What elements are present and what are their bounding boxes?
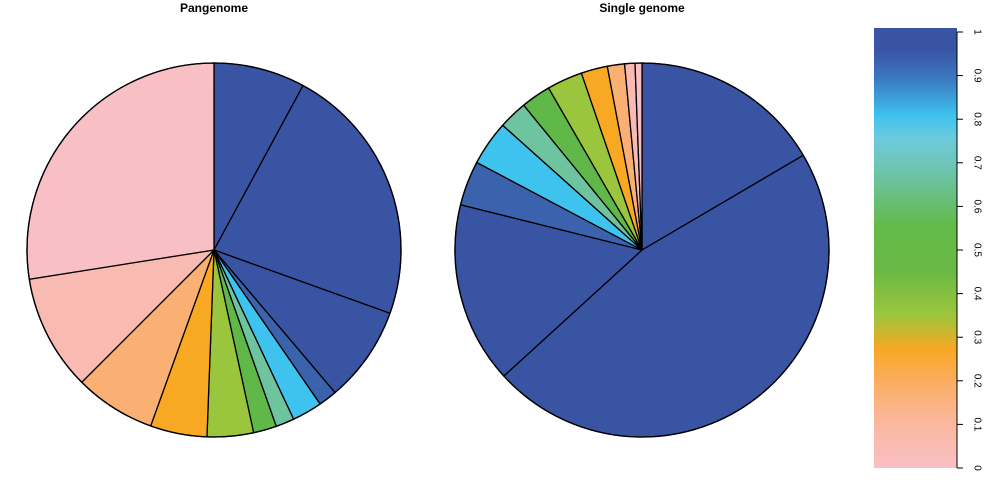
pie-slices-single-genome xyxy=(454,62,830,438)
colorbar-tick-label: 0.4 xyxy=(972,287,983,301)
colorbar: 0 0.1 0.2 0.3 0.4 0.5 0.6 0.7 0.8 0.9 1 xyxy=(874,28,983,471)
colorbar-tick-label: 0.8 xyxy=(972,112,983,126)
colorbar-tick-label: 0.1 xyxy=(972,417,983,431)
colorbar-tick-label: 0.2 xyxy=(972,374,983,388)
pie-title-pangenome: Pangenome xyxy=(180,1,248,15)
colorbar-tick-label: 0.5 xyxy=(972,243,983,257)
pie-slices-pangenome xyxy=(26,62,402,438)
pie-outline-single-genome xyxy=(454,62,830,438)
pie-chart-single-genome: Single genome xyxy=(454,1,830,438)
colorbar-tick-label: 0 xyxy=(972,465,983,471)
colorbar-fill xyxy=(874,28,957,468)
colorbar-ticks: 0 0.1 0.2 0.3 0.4 0.5 0.6 0.7 0.8 0.9 1 xyxy=(957,29,983,471)
colorbar-tick-label: 0.7 xyxy=(972,156,983,170)
colorbar-tick-label: 0.9 xyxy=(972,69,983,83)
pie-outline-pangenome xyxy=(26,62,402,438)
colorbar-tick-label: 0.6 xyxy=(972,199,983,213)
colorbar-tick-label: 1 xyxy=(972,29,983,35)
pie-slice-pangenome-12 xyxy=(26,62,215,280)
pie-chart-pangenome: Pangenome xyxy=(26,1,402,438)
pie-title-single-genome: Single genome xyxy=(599,1,685,15)
colorbar-tick-label: 0.3 xyxy=(972,330,983,344)
